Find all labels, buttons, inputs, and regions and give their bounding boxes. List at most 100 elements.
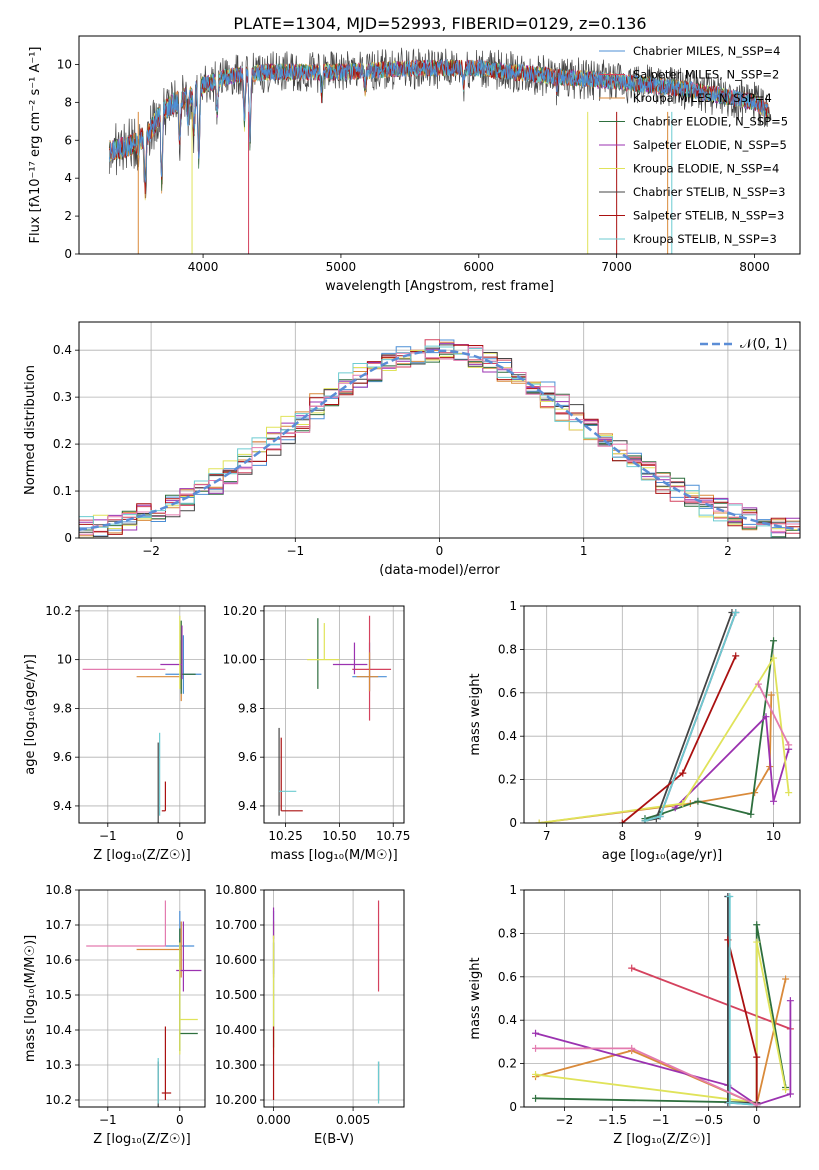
weight-line bbox=[674, 714, 790, 809]
y-tick-label: 0 bbox=[64, 247, 72, 261]
x-axis-label: Z [log₁₀(Z/Z☉)] bbox=[93, 848, 190, 863]
weight-marker bbox=[671, 804, 679, 812]
axes-age-vs-Z: −1 0 9.4 9.6 9.8 10 10.2 Z [log₁₀(Z/Z☉)] age [lo… bbox=[23, 604, 206, 863]
y-tick-label: 10.2 bbox=[45, 1093, 72, 1107]
weight-marker bbox=[641, 817, 649, 823]
weight-marker bbox=[762, 713, 770, 721]
grid bbox=[264, 889, 404, 1107]
legend-label: Kroupa ELODIE, N_SSP=4 bbox=[633, 162, 779, 176]
weight-line bbox=[535, 978, 787, 1107]
y-tick-label: 0.2 bbox=[498, 773, 517, 787]
y-tick-label: 9.8 bbox=[53, 701, 72, 715]
weight-marker bbox=[726, 1099, 734, 1107]
y-tick-label: 0.6 bbox=[498, 970, 517, 984]
x-axis-label: mass [log₁₀(M/M☉)] bbox=[270, 848, 397, 863]
x-tick-label: 5000 bbox=[326, 260, 357, 274]
axes-frame bbox=[263, 889, 405, 1108]
weight-marker bbox=[753, 1101, 761, 1107]
axes-frame bbox=[78, 605, 206, 824]
y-tick-label: 10.2 bbox=[45, 604, 72, 618]
plot-area bbox=[86, 900, 202, 1107]
y-tick-label: 0.4 bbox=[498, 729, 517, 743]
weight-marker bbox=[782, 1086, 790, 1094]
weight-series-4 bbox=[671, 713, 793, 812]
axes-frame bbox=[523, 889, 801, 1108]
y-tick-label: 10.800 bbox=[215, 883, 257, 897]
weight-marker bbox=[732, 652, 740, 660]
x-axis-label: age [log₁₀(age/yr)] bbox=[602, 848, 723, 863]
y-tick-label: 10 bbox=[57, 653, 72, 667]
x-tick-label: 0.000 bbox=[256, 1113, 290, 1127]
data-point-4 bbox=[160, 625, 183, 680]
y-tick-label: 10.5 bbox=[45, 988, 72, 1002]
legend: 𝒩(0, 1) bbox=[700, 337, 787, 352]
y-axis-label: Normed distribution bbox=[23, 365, 38, 495]
weight-marker bbox=[732, 609, 740, 617]
weight-marker bbox=[767, 691, 775, 699]
weight-series-5 bbox=[535, 654, 793, 823]
y-tick-label: 0.8 bbox=[498, 926, 517, 940]
data-point-2 bbox=[136, 640, 182, 702]
x-axis-label: Z [log₁₀(Z/Z☉)] bbox=[93, 1132, 190, 1147]
data-point-5 bbox=[307, 623, 340, 661]
x-tick-label: −1 bbox=[286, 544, 304, 558]
y-tick-label: 9.6 bbox=[53, 750, 72, 764]
axes-age-vs-mass: 10.25 10.50 10.75 9.4 9.6 9.8 10.00 10.20 mass [… bbox=[223, 604, 411, 863]
axes-residual-histogram: −2 −1 0 1 2 0 0.1 0.2 0.3 0.4 (data-model)/error No… bbox=[23, 321, 801, 578]
weight-line bbox=[538, 655, 790, 823]
y-tick-label: 9.4 bbox=[238, 799, 257, 813]
y-tick-label: 0.2 bbox=[498, 1057, 517, 1071]
y-tick-label: 0.6 bbox=[498, 686, 517, 700]
weight-marker bbox=[785, 789, 793, 797]
weight-marker bbox=[770, 654, 778, 662]
x-tick-label: 0 bbox=[436, 544, 444, 558]
x-tick-label: 0.005 bbox=[336, 1113, 370, 1127]
y-axis-label: mass weight bbox=[468, 673, 483, 755]
axes-mass-vs-EBV: 0.000 0.005 10.200 10.300 10.400 10.500 10.600… bbox=[215, 883, 405, 1147]
x-tick-label: 1 bbox=[580, 544, 588, 558]
weight-series-3 bbox=[641, 637, 778, 823]
y-tick-label: 6 bbox=[64, 133, 72, 147]
weight-marker bbox=[770, 637, 778, 645]
y-tick-label: 0.2 bbox=[53, 437, 72, 451]
x-tick-label: −1 bbox=[652, 1113, 670, 1127]
plot-area bbox=[82, 615, 202, 823]
x-tick-label: 10.50 bbox=[322, 829, 356, 843]
x-tick-label: −2 bbox=[556, 1113, 574, 1127]
plot-area bbox=[535, 609, 793, 823]
y-tick-label: 9.4 bbox=[53, 799, 72, 813]
weight-marker bbox=[628, 1044, 636, 1052]
legend: Chabrier MILES, N_SSP=4 Salpeter MILES, N… bbox=[599, 44, 788, 246]
data-point-1 bbox=[86, 900, 166, 947]
y-tick-label: 10.700 bbox=[215, 918, 257, 932]
y-tick-label: 8 bbox=[64, 95, 72, 109]
x-axis-label: E(B-V) bbox=[314, 1132, 354, 1147]
y-tick-label: 10.200 bbox=[215, 1093, 257, 1107]
weight-marker bbox=[753, 938, 761, 946]
weight-marker bbox=[785, 741, 793, 749]
x-tick-label: 7 bbox=[543, 829, 551, 843]
weight-line bbox=[535, 941, 787, 1104]
spectrum-line-0 bbox=[108, 58, 769, 183]
y-tick-label: 4 bbox=[64, 171, 72, 185]
data-point-4 bbox=[332, 642, 368, 675]
x-tick-label: 8 bbox=[618, 829, 626, 843]
y-tick-label: 10.00 bbox=[223, 653, 257, 667]
data-point-3 bbox=[180, 620, 196, 694]
axes-frame bbox=[78, 35, 801, 255]
y-tick-label: 10.7 bbox=[45, 918, 72, 932]
x-axis-label: Z [log₁₀(Z/Z☉)] bbox=[613, 1132, 710, 1147]
weight-marker bbox=[535, 819, 543, 823]
x-tick-label: 6000 bbox=[464, 260, 495, 274]
weight-line bbox=[757, 683, 790, 746]
data-point-7 bbox=[280, 737, 303, 812]
y-tick-label: 9.6 bbox=[238, 750, 257, 764]
weight-series-2 bbox=[535, 691, 775, 823]
y-tick-label: 10.4 bbox=[45, 1023, 72, 1037]
figure-title: PLATE=1304, MJD=52993, FIBERID=0129, z=0… bbox=[233, 14, 646, 33]
weight-marker bbox=[532, 1044, 540, 1052]
weight-line bbox=[644, 612, 737, 822]
y-tick-label: 2 bbox=[64, 209, 72, 223]
legend-label: Salpeter MILES, N_SSP=2 bbox=[633, 68, 779, 82]
